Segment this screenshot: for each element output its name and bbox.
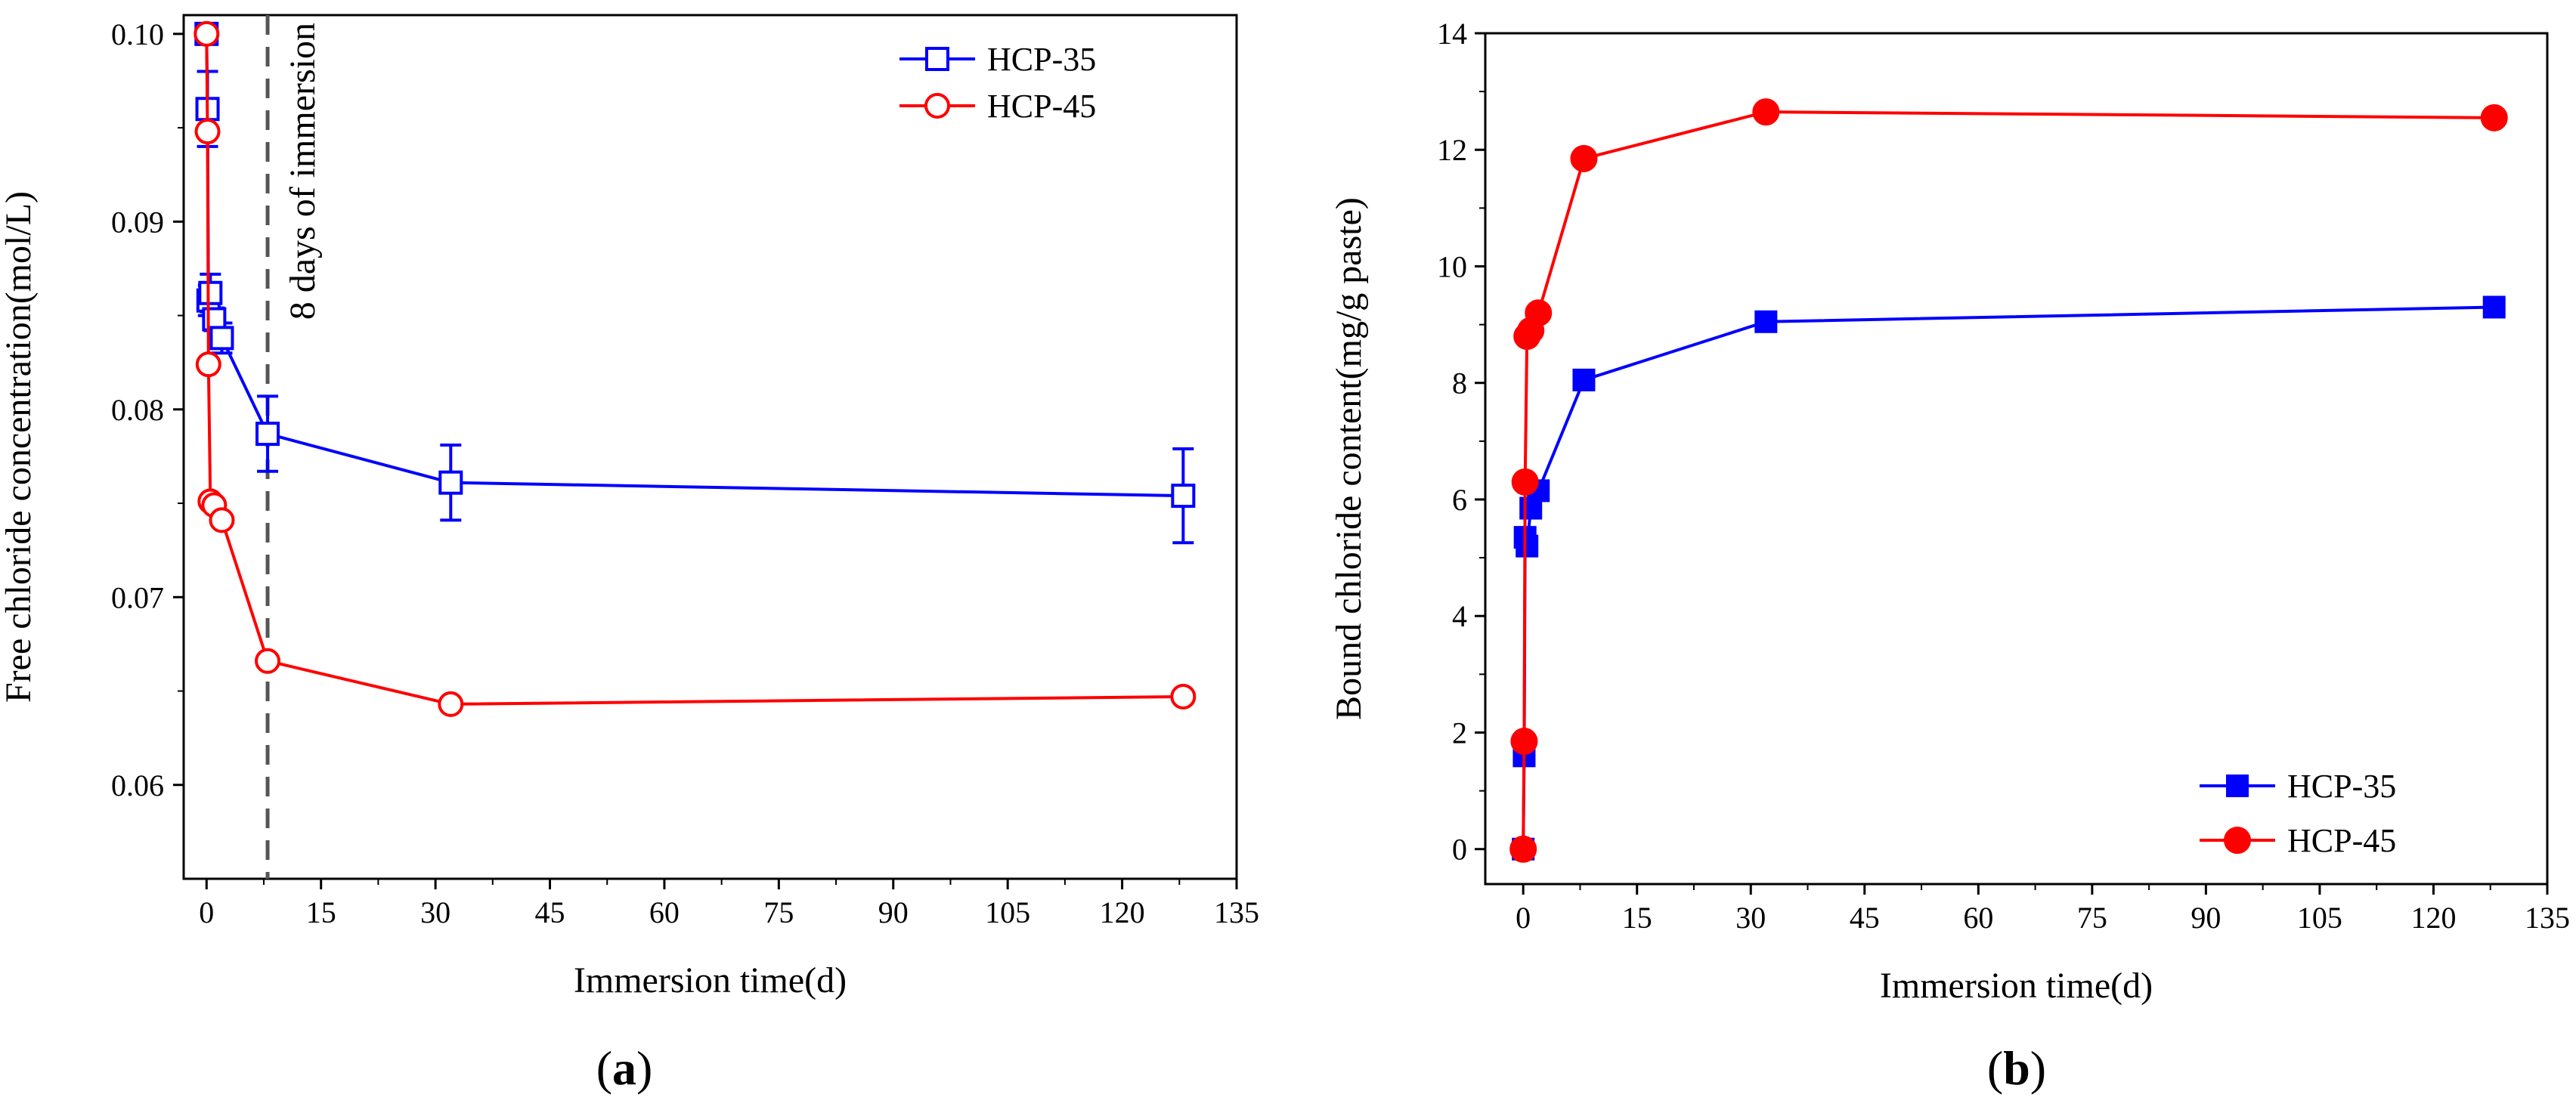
- panel-b-panel-label: (b): [1987, 1041, 2046, 1095]
- panel-b-series-hcp-45-point: [1570, 144, 1598, 172]
- panel-a-x-tick-label: 0: [199, 895, 214, 929]
- panel-b-y-axis-label: Bound chloride content(mg/g paste): [1329, 197, 1369, 720]
- panel-a-series-hcp-45-point: [1170, 683, 1197, 710]
- panel-b-y-tick-label: 14: [1437, 17, 1467, 51]
- panel-a-y-tick-label: 0.06: [111, 768, 164, 802]
- panel-a-y-tick-label: 0.07: [111, 580, 164, 614]
- panel-b-x-tick-label: 90: [2191, 901, 2221, 935]
- panel-a-annotation-label: 8 days of immersion: [283, 23, 323, 320]
- panel-a-y-tick-label: 0.09: [111, 205, 164, 239]
- panel-a-y-axis-label: Free chloride concentration(mol/L): [0, 191, 39, 703]
- panel-a-y-tick-label: 0.10: [111, 17, 164, 51]
- panel-a-x-tick-label: 30: [420, 895, 450, 929]
- panel-a-x-tick-label: 135: [1214, 895, 1259, 929]
- panel-a-panel-label: (a): [596, 1041, 653, 1095]
- panel-a-series-hcp-45-point: [194, 119, 221, 145]
- panel-a-series-hcp-45-point: [209, 507, 235, 533]
- panel-b-x-axis-label: Immersion time(d): [1880, 966, 2153, 1006]
- panel-a-series-hcp-45-point: [194, 20, 220, 47]
- panel-b-series-hcp-45-line: [1522, 110, 2494, 849]
- panel-b-series-hcp-35-point: [1516, 534, 1539, 558]
- panel-b-series-hcp-45-point: [1509, 835, 1537, 863]
- panel-a-legend-label: HCP-45: [987, 88, 1096, 125]
- panel-b-legend-label: HCP-45: [2287, 822, 2396, 859]
- panel-a-x-tick-label: 105: [985, 895, 1030, 929]
- panel-b-x-tick-label: 0: [1516, 901, 1531, 935]
- panel-b-series-hcp-45: [1509, 98, 2508, 863]
- panel-b-y-tick-label: 0: [1452, 833, 1467, 867]
- panel-a-legend-label: HCP-35: [987, 41, 1096, 78]
- panel-a-x-tick-label: 45: [535, 895, 565, 929]
- panel-a-y-tick-label: 0.08: [111, 393, 164, 427]
- panel-b-y-tick-label: 10: [1437, 249, 1467, 283]
- panel-b-y-tick-label: 2: [1452, 716, 1467, 750]
- panel-b-legend-label: HCP-35: [2287, 768, 2396, 805]
- panel-b-series-hcp-35-point: [1572, 368, 1596, 391]
- panel-a-x-tick-label: 90: [878, 895, 909, 929]
- panel-b-x-tick-label: 75: [2077, 901, 2107, 935]
- panel-b-series-hcp-45-point: [1511, 468, 1539, 496]
- panel-a-free-chloride-chart: 0 15 30 45 60 75 90 105 120 135 0.06 0.07 0.08 0.09 0.…: [0, 14, 1259, 1095]
- panel-b-series-hcp-35-point: [2482, 295, 2506, 319]
- panel-a-legend-marker: [924, 93, 950, 119]
- panel-a-legend-marker: [925, 47, 949, 71]
- panel-a-x-tick-label: 15: [306, 895, 336, 929]
- panel-a-series-hcp-45-line: [205, 33, 1184, 706]
- panel-b-x-tick-label: 45: [1850, 901, 1880, 935]
- panel-b-x-tick-label: 105: [2297, 901, 2342, 935]
- panel-a-series-hcp-35-point: [198, 280, 223, 305]
- panel-b-plot-frame: [1484, 32, 2549, 886]
- panel-a-series-hcp-35-point: [438, 470, 463, 495]
- panel-b-y-tick-label: 6: [1452, 483, 1467, 517]
- panel-a-x-tick-label: 60: [649, 895, 680, 929]
- panel-b-legend-marker: [2226, 775, 2249, 797]
- panel-b-series-hcp-45-point: [1752, 98, 1780, 126]
- panel-b-y-tick-label: 8: [1452, 366, 1467, 400]
- panel-b-bound-chloride-chart: 0 15 30 45 60 75 90 105 120 135 0 2 4 6 8 10 12 14 Immersi…: [1329, 17, 2570, 1095]
- panel-b-x-tick-label: 120: [2410, 901, 2456, 935]
- panel-a-series-hcp-45: [194, 20, 1197, 717]
- panel-b-legend-marker: [2224, 827, 2251, 854]
- panel-b-x-tick-label: 15: [1622, 901, 1652, 935]
- panel-a-plot-frame: [182, 14, 1238, 880]
- panel-b-y-tick-label: 4: [1452, 599, 1467, 633]
- panel-b-series-hcp-45-point: [1525, 299, 1553, 327]
- panel-b-series-hcp-45-point: [1510, 728, 1538, 756]
- panel-a-series-hcp-45-point: [438, 691, 464, 717]
- panel-b-x-tick-label: 60: [1963, 901, 1993, 935]
- panel-a-series-hcp-45-point: [195, 351, 221, 378]
- panel-a-series-hcp-45-point: [255, 648, 281, 674]
- panel-b-x-tick-label: 30: [1735, 901, 1766, 935]
- panel-a-series-hcp-35-point: [255, 422, 280, 447]
- panel-a-x-tick-label: 75: [763, 895, 794, 929]
- panel-b-series-hcp-45-point: [2480, 104, 2508, 131]
- panel-b-y-tick-label: 12: [1437, 133, 1467, 167]
- panel-a-x-tick-label: 120: [1100, 895, 1145, 929]
- panel-b-series-hcp-35-point: [1754, 310, 1778, 333]
- panel-a-x-axis-label: Immersion time(d): [574, 960, 847, 1000]
- panel-b-x-tick-label: 135: [2525, 901, 2570, 935]
- panel-a-series-hcp-35-point: [209, 326, 234, 351]
- panel-a-series-hcp-35-point: [1171, 484, 1196, 509]
